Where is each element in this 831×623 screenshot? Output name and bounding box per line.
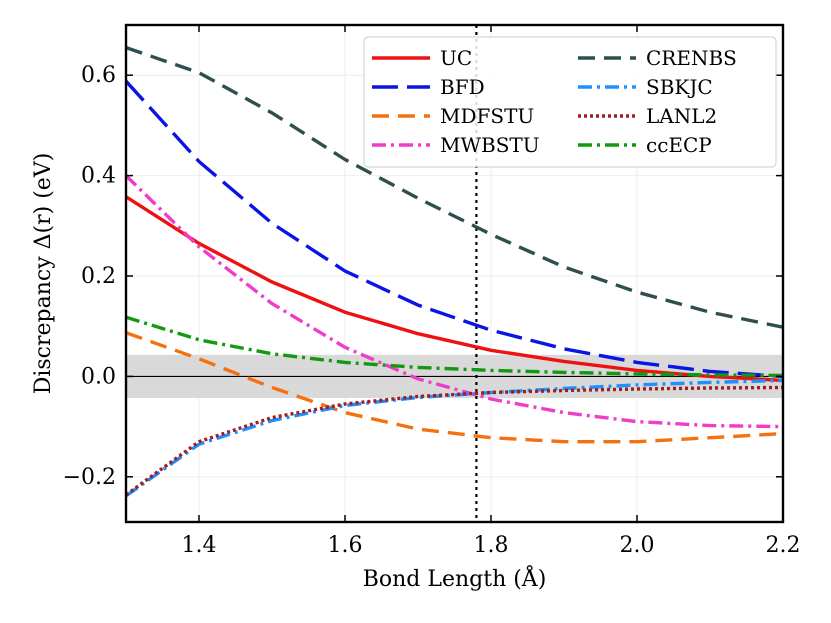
- x-tick-label: 1.4: [182, 533, 217, 558]
- y-tick-label: 0.6: [81, 63, 116, 88]
- x-axis-title: Bond Length (Å): [363, 564, 547, 592]
- legend-box: [363, 36, 777, 168]
- y-tick-label: 0.4: [81, 164, 116, 189]
- series-line-lanl2: [124, 385, 784, 497]
- legend-label-uc: UC: [440, 46, 472, 70]
- series-line-ccecp: [125, 315, 784, 378]
- legend-label-mdfstu: MDFSTU: [440, 104, 534, 128]
- y-tick-label: 0.2: [81, 264, 116, 289]
- legend-label-ccecp: ccECP: [646, 133, 712, 157]
- plot-frame: [124, 23, 785, 524]
- x-tick-label: 2.2: [766, 533, 801, 558]
- series-line-mdfstu: [125, 331, 784, 444]
- legend-label-bfd: BFD: [440, 75, 485, 99]
- legend-label-sbkjc: SBKJC: [646, 75, 713, 99]
- series-lines: [124, 45, 784, 498]
- x-tick-label: 1.8: [474, 533, 509, 558]
- legend-label-crenbs: CRENBS: [646, 46, 737, 70]
- legend: UC BFD MDFSTU MWBSTU CRENBS SBKJC LANL2 ccECP: [363, 36, 777, 168]
- legend-entry-ccecp: ccECP: [578, 133, 712, 157]
- y-axis-title: Discrepancy Δ(r) (eV): [31, 153, 56, 395]
- legend-entry-bfd: BFD: [372, 75, 485, 99]
- x-tick-label: 1.6: [328, 533, 363, 558]
- legend-entry-mwbstu: MWBSTU: [372, 133, 540, 157]
- legend-entry-crenbs: CRENBS: [578, 46, 737, 70]
- series-line-mwbstu: [124, 174, 784, 429]
- legend-entry-mdfstu: MDFSTU: [372, 104, 534, 128]
- legend-entry-uc: UC: [372, 46, 472, 70]
- series-line-crenbs: [125, 45, 784, 329]
- series-line-sbkjc: [125, 378, 784, 498]
- series-line-uc: [125, 195, 784, 383]
- legend-label-mwbstu: MWBSTU: [440, 133, 540, 157]
- y-tick-label: −0.2: [63, 465, 116, 490]
- legend-entry-lanl2: LANL2: [578, 104, 717, 128]
- legend-label-lanl2: LANL2: [646, 104, 717, 128]
- y-tick-label: 0.0: [81, 364, 116, 389]
- legend-entry-sbkjc: SBKJC: [578, 75, 713, 99]
- x-tick-label: 2.0: [620, 533, 655, 558]
- axis-ticks: 1.4 1.6 1.8 2.0 2.2 −0.2 0.0 0.2 0.4 0.6: [63, 25, 801, 558]
- series-line-bfd: [124, 80, 784, 379]
